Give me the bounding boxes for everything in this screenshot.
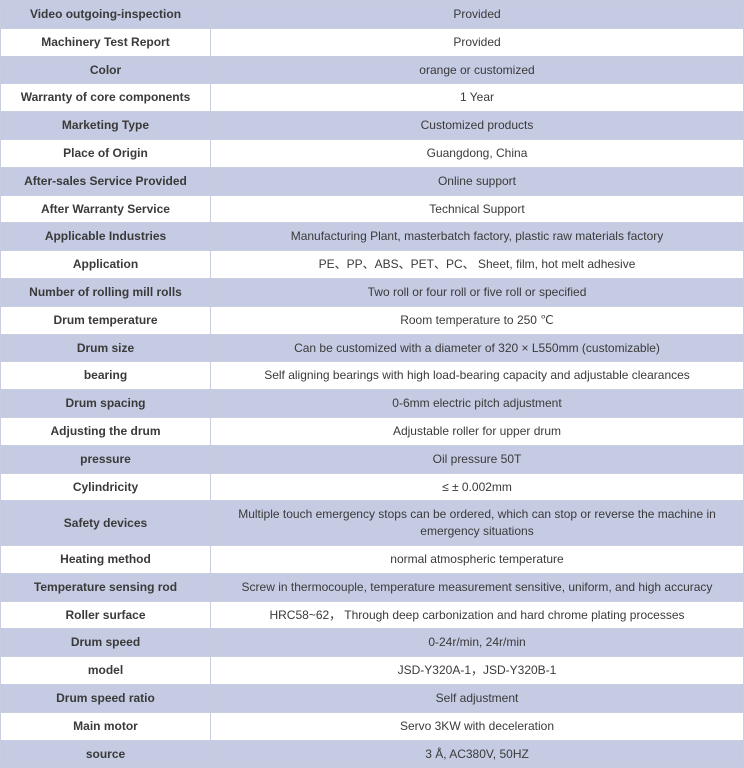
spec-label: Drum size (1, 334, 211, 362)
spec-value: Adjustable roller for upper drum (211, 417, 744, 445)
table-row: Colororange or customized (1, 56, 744, 84)
spec-label: After Warranty Service (1, 195, 211, 223)
spec-label: pressure (1, 445, 211, 473)
spec-label: model (1, 657, 211, 685)
spec-label: After-sales Service Provided (1, 167, 211, 195)
table-row: modelJSD-Y320A-1，JSD-Y320B-1 (1, 657, 744, 685)
spec-label: Applicable Industries (1, 223, 211, 251)
spec-label: Drum speed ratio (1, 684, 211, 712)
spec-value: Guangdong, China (211, 139, 744, 167)
table-row: ApplicationPE、PP、ABS、PET、PC、 Sheet, film… (1, 251, 744, 279)
spec-value: HRC58~62， Through deep carbonization and… (211, 601, 744, 629)
table-row: Main motorServo 3KW with deceleration (1, 712, 744, 740)
spec-value: 1 Year (211, 84, 744, 112)
spec-value: 3 Å, AC380V, 50HZ (211, 740, 744, 768)
spec-value: Multiple touch emergency stops can be or… (211, 501, 744, 546)
spec-label: Safety devices (1, 501, 211, 546)
spec-label: bearing (1, 362, 211, 390)
table-row: Marketing TypeCustomized products (1, 112, 744, 140)
table-row: Adjusting the drumAdjustable roller for … (1, 417, 744, 445)
spec-label: Drum spacing (1, 390, 211, 418)
table-row: Cylindricity≤ ± 0.002mm (1, 473, 744, 501)
spec-value: Technical Support (211, 195, 744, 223)
table-row: Warranty of core components1 Year (1, 84, 744, 112)
spec-label: Marketing Type (1, 112, 211, 140)
spec-label: Color (1, 56, 211, 84)
spec-value: JSD-Y320A-1，JSD-Y320B-1 (211, 657, 744, 685)
spec-table: Video outgoing-inspectionProvidedMachine… (0, 0, 744, 768)
spec-value: 0-6mm electric pitch adjustment (211, 390, 744, 418)
spec-value: 0-24r/min, 24r/min (211, 629, 744, 657)
spec-value: Self aligning bearings with high load-be… (211, 362, 744, 390)
table-row: Roller surfaceHRC58~62， Through deep car… (1, 601, 744, 629)
spec-value: Provided (211, 28, 744, 56)
table-row: After Warranty ServiceTechnical Support (1, 195, 744, 223)
table-row: Place of OriginGuangdong, China (1, 139, 744, 167)
spec-label: Machinery Test Report (1, 28, 211, 56)
spec-label: Temperature sensing rod (1, 573, 211, 601)
spec-value: Provided (211, 1, 744, 29)
table-row: Drum speed0-24r/min, 24r/min (1, 629, 744, 657)
table-row: bearingSelf aligning bearings with high … (1, 362, 744, 390)
spec-value: Oil pressure 50T (211, 445, 744, 473)
table-row: Temperature sensing rodScrew in thermoco… (1, 573, 744, 601)
spec-value: Room temperature to 250 ℃ (211, 306, 744, 334)
table-row: Heating methodnormal atmospheric tempera… (1, 545, 744, 573)
spec-table-body: Video outgoing-inspectionProvidedMachine… (1, 1, 744, 768)
spec-label: source (1, 740, 211, 768)
spec-label: Number of rolling mill rolls (1, 278, 211, 306)
spec-value: Manufacturing Plant, masterbatch factory… (211, 223, 744, 251)
spec-label: Main motor (1, 712, 211, 740)
table-row: Safety devicesMultiple touch emergency s… (1, 501, 744, 546)
spec-label: Cylindricity (1, 473, 211, 501)
spec-label: Adjusting the drum (1, 417, 211, 445)
spec-value: Self adjustment (211, 684, 744, 712)
spec-label: Warranty of core components (1, 84, 211, 112)
spec-value: PE、PP、ABS、PET、PC、 Sheet, film, hot melt … (211, 251, 744, 279)
table-row: Drum spacing0-6mm electric pitch adjustm… (1, 390, 744, 418)
table-row: source3 Å, AC380V, 50HZ (1, 740, 744, 768)
spec-label: Application (1, 251, 211, 279)
table-row: After-sales Service ProvidedOnline suppo… (1, 167, 744, 195)
spec-label: Place of Origin (1, 139, 211, 167)
table-row: pressureOil pressure 50T (1, 445, 744, 473)
spec-label: Drum speed (1, 629, 211, 657)
spec-value: Can be customized with a diameter of 320… (211, 334, 744, 362)
table-row: Machinery Test ReportProvided (1, 28, 744, 56)
spec-label: Roller surface (1, 601, 211, 629)
table-row: Drum temperatureRoom temperature to 250 … (1, 306, 744, 334)
table-row: Number of rolling mill rollsTwo roll or … (1, 278, 744, 306)
spec-value: ≤ ± 0.002mm (211, 473, 744, 501)
table-row: Applicable IndustriesManufacturing Plant… (1, 223, 744, 251)
spec-value: Online support (211, 167, 744, 195)
spec-value: Servo 3KW with deceleration (211, 712, 744, 740)
spec-value: Customized products (211, 112, 744, 140)
spec-label: Video outgoing-inspection (1, 1, 211, 29)
spec-value: normal atmospheric temperature (211, 545, 744, 573)
table-row: Video outgoing-inspectionProvided (1, 1, 744, 29)
table-row: Drum sizeCan be customized with a diamet… (1, 334, 744, 362)
spec-value: orange or customized (211, 56, 744, 84)
spec-label: Drum temperature (1, 306, 211, 334)
spec-label: Heating method (1, 545, 211, 573)
table-row: Drum speed ratioSelf adjustment (1, 684, 744, 712)
spec-value: Two roll or four roll or five roll or sp… (211, 278, 744, 306)
spec-value: Screw in thermocouple, temperature measu… (211, 573, 744, 601)
